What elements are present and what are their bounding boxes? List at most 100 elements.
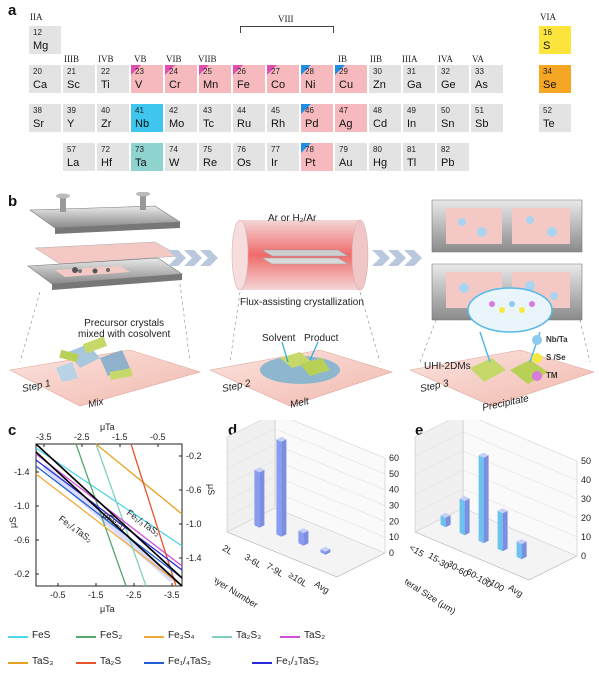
y-axis-title: μS bbox=[8, 517, 18, 528]
z-tick-label: 0 bbox=[581, 551, 586, 561]
left-tick-label: -1.0 bbox=[14, 501, 30, 511]
atmosphere-label: Ar or H₂/Ar bbox=[268, 213, 317, 224]
phase-line-7 bbox=[130, 443, 177, 587]
bottom-tick-label: -0.5 bbox=[50, 590, 66, 600]
element-symbol: Nb bbox=[135, 118, 150, 130]
group-label-ib: IB bbox=[338, 54, 347, 64]
grid-line-side bbox=[226, 428, 276, 454]
element-symbol: Rh bbox=[271, 118, 286, 130]
element-symbol: La bbox=[67, 157, 80, 169]
element-ni: 28 Ni bbox=[300, 64, 334, 94]
element-number: 29 bbox=[339, 67, 348, 76]
element-hg: 80 Hg bbox=[368, 142, 402, 172]
bottom-tick-label: -2.5 bbox=[126, 590, 142, 600]
element-ir: 77 Ir bbox=[266, 142, 300, 172]
element-number: 12 bbox=[33, 28, 42, 37]
atom-legend-label: TM bbox=[546, 371, 558, 380]
group-label-iib: IIB bbox=[370, 54, 382, 64]
z-tick-label: 20 bbox=[389, 516, 399, 526]
chevron-arrows-2 bbox=[372, 250, 422, 266]
legend-label: Fe₃S₄ bbox=[168, 630, 195, 641]
element-number: 47 bbox=[339, 106, 348, 115]
legend-swatch bbox=[144, 662, 164, 664]
element-number: 23 bbox=[135, 67, 144, 76]
bar-4-side bbox=[502, 510, 508, 552]
phase-line-2 bbox=[75, 443, 127, 587]
grid-line bbox=[274, 444, 386, 490]
grid-line bbox=[478, 420, 578, 462]
element-symbol: Zr bbox=[101, 118, 112, 130]
z-tick-label: 50 bbox=[389, 469, 399, 479]
z-tick-label: 50 bbox=[581, 456, 591, 466]
element-symbol: Mo bbox=[169, 118, 185, 130]
element-symbol: Ir bbox=[271, 157, 278, 169]
element-zn: 30 Zn bbox=[368, 64, 402, 94]
element-symbol: Ca bbox=[33, 79, 48, 91]
legend-swatch bbox=[76, 636, 96, 638]
grid-line-side bbox=[226, 491, 276, 517]
element-corner-marker bbox=[233, 65, 243, 75]
category-label: 2L bbox=[221, 543, 235, 557]
element-number: 22 bbox=[101, 67, 110, 76]
precursor-caption: Precursor crystals mixed with cosolvent bbox=[78, 318, 170, 340]
legend-label: FeS₂ bbox=[100, 630, 123, 641]
element-corner-marker bbox=[199, 65, 209, 75]
element-au: 79 Au bbox=[334, 142, 368, 172]
legend-label: Ta₂S₃ bbox=[236, 630, 262, 641]
element-symbol: Ni bbox=[305, 79, 316, 91]
periodic-table: IIA IIIB IVB VB VIB VIIB VIII IB IIB IIIA IVA VA VIA… bbox=[0, 0, 599, 190]
uhi-flakes bbox=[467, 287, 553, 384]
element-symbol: Se bbox=[543, 79, 557, 91]
legend-label: FeS bbox=[32, 630, 51, 641]
group-label-iiia: IIIA bbox=[402, 54, 418, 64]
element-number: 31 bbox=[407, 67, 416, 76]
grid-line-side bbox=[414, 507, 464, 533]
bar-4-side bbox=[325, 549, 331, 555]
element-number: 39 bbox=[67, 106, 76, 115]
bar-1-top bbox=[440, 512, 451, 518]
phase-line-8 bbox=[35, 465, 183, 579]
element-number: 44 bbox=[237, 106, 246, 115]
bar-4 bbox=[320, 549, 326, 555]
grid-line bbox=[274, 460, 386, 506]
right-tick-label: -1.0 bbox=[186, 519, 202, 529]
element-number: 38 bbox=[33, 106, 42, 115]
element-y: 39 Y bbox=[62, 103, 96, 133]
element-number: 49 bbox=[407, 106, 416, 115]
element-symbol: Pd bbox=[305, 118, 319, 130]
stable-region bbox=[42, 464, 176, 582]
legend-swatch bbox=[8, 662, 28, 664]
group-label-va: VA bbox=[472, 54, 484, 64]
element-ga: 31 Ga bbox=[402, 64, 436, 94]
element-symbol: Cr bbox=[169, 79, 181, 91]
bar-2-side bbox=[281, 439, 287, 537]
element-corner-marker bbox=[301, 104, 311, 114]
bar-3-side bbox=[483, 455, 489, 544]
element-corner-marker bbox=[335, 65, 345, 75]
element-number: 28 bbox=[305, 67, 314, 76]
group-label-iva: IVA bbox=[438, 54, 453, 64]
mu-fe-zero-line-2 bbox=[35, 451, 183, 587]
element-pd: 46 Pd bbox=[300, 103, 334, 133]
element-number: 77 bbox=[271, 145, 280, 154]
element-te: 52 Te bbox=[538, 103, 572, 133]
element-symbol: Sn bbox=[441, 118, 455, 130]
element-sc: 21 Sc bbox=[62, 64, 96, 94]
element-in: 49 In bbox=[402, 103, 436, 133]
bar-3-top bbox=[478, 452, 489, 458]
bar-2-top bbox=[276, 436, 287, 442]
element-symbol: As bbox=[475, 79, 488, 91]
legend-label: TaS₃ bbox=[32, 656, 54, 667]
element-co: 27 Co bbox=[266, 64, 300, 94]
element-number: 16 bbox=[543, 28, 552, 37]
precursor-caption-line2: mixed with cosolvent bbox=[78, 329, 171, 340]
atom-dot bbox=[532, 335, 542, 345]
element-number: 34 bbox=[543, 67, 552, 76]
group-label-vb: VB bbox=[134, 54, 147, 64]
bar-3 bbox=[478, 455, 484, 544]
element-symbol: Cd bbox=[373, 118, 388, 130]
element-symbol: W bbox=[169, 157, 180, 169]
right-axis-title: μS bbox=[206, 484, 215, 495]
element-s: 16 S bbox=[538, 25, 572, 55]
grid-line-side bbox=[226, 507, 276, 533]
